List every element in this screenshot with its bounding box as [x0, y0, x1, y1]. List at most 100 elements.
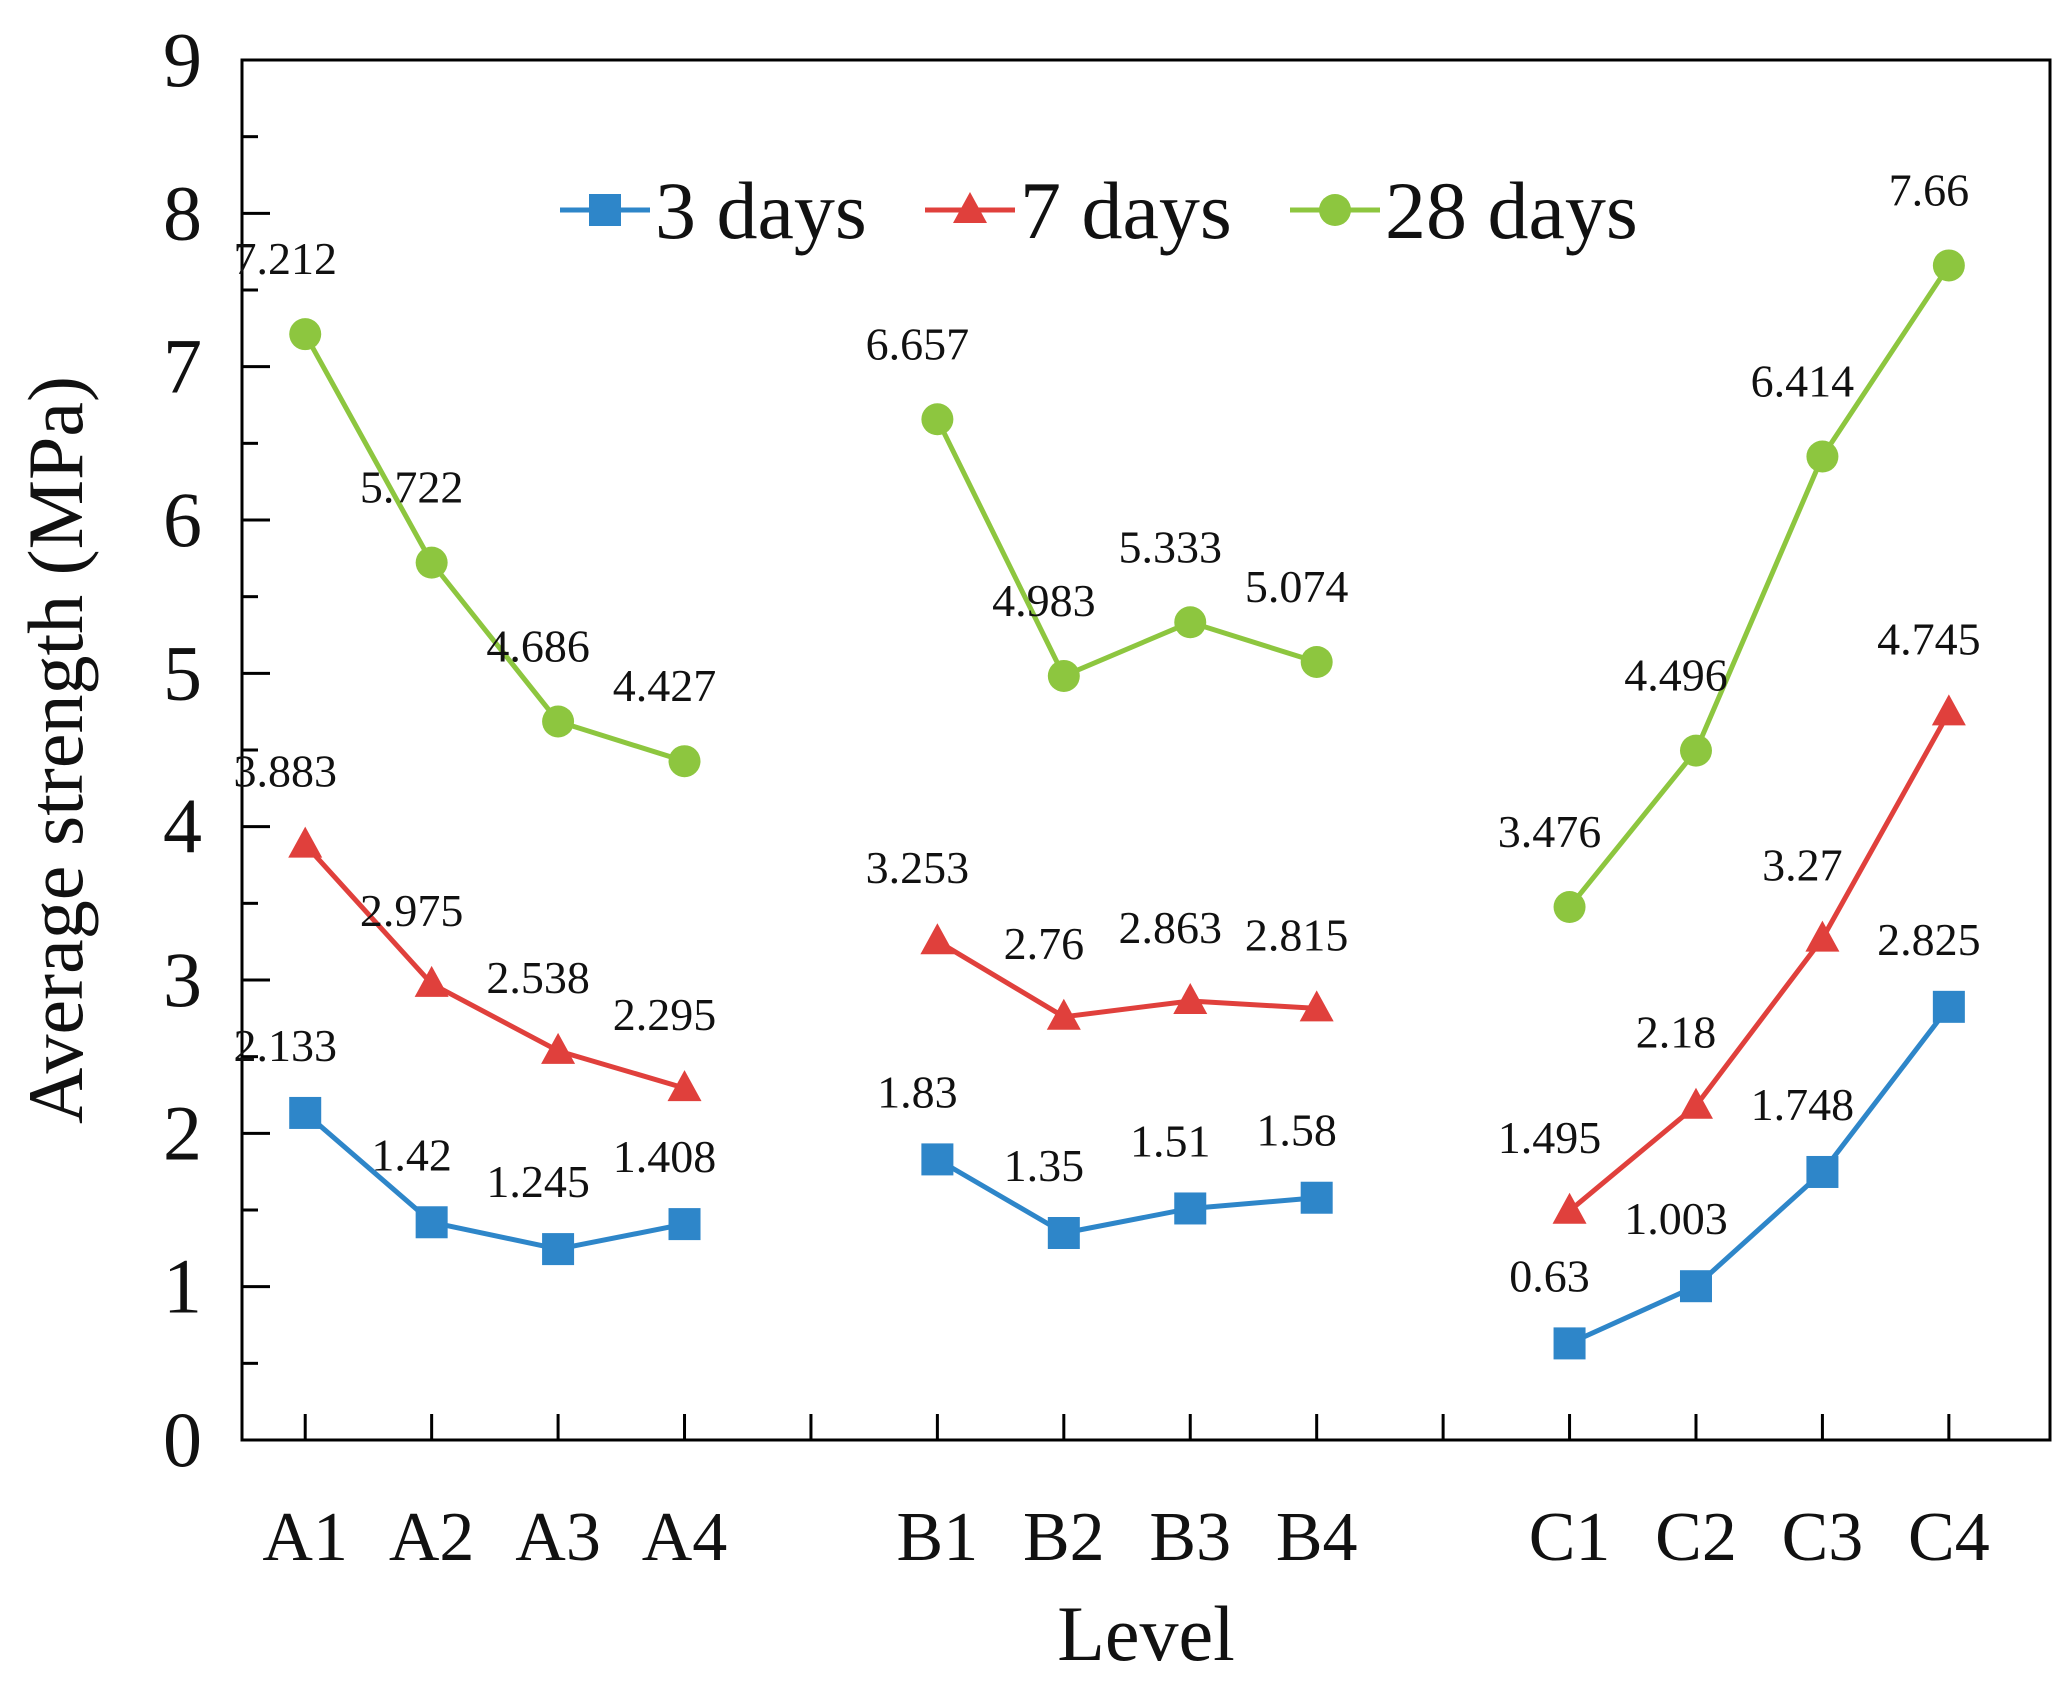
- marker-circle: [1174, 606, 1207, 639]
- data-label: 3.476: [1498, 806, 1602, 857]
- data-label: 7.212: [233, 233, 337, 284]
- legend: 3 days 7 days 28 days: [560, 165, 1638, 256]
- marker-square: [289, 1096, 322, 1129]
- marker-square: [921, 1143, 954, 1176]
- data-label: 2.975: [360, 885, 464, 936]
- data-label: 3.253: [866, 842, 970, 893]
- marker-square: [1806, 1155, 1839, 1188]
- marker-circle: [1553, 891, 1586, 924]
- series-line-28-days: [1567, 264, 1951, 909]
- marker-square: [1932, 990, 1965, 1023]
- data-label: 3.883: [233, 746, 337, 797]
- x-category-label: A3: [515, 1499, 601, 1576]
- y-tick-label: 8: [163, 169, 202, 256]
- data-label: 4.686: [486, 620, 590, 671]
- x-category-label: B4: [1276, 1499, 1358, 1576]
- marker-triangle: [1678, 1087, 1713, 1119]
- data-label: 2.295: [613, 989, 717, 1040]
- y-tick-label: 7: [163, 323, 202, 410]
- x-category-label: C4: [1908, 1499, 1990, 1576]
- legend-label: 3 days: [655, 165, 867, 256]
- data-label: 1.003: [1624, 1193, 1728, 1244]
- marker-triangle: [414, 965, 449, 997]
- data-label: 1.748: [1751, 1079, 1855, 1130]
- y-tick-label: 1: [163, 1243, 202, 1330]
- marker-circle: [289, 318, 322, 351]
- data-label: 2.863: [1119, 902, 1223, 953]
- y-tick-label: 2: [163, 1089, 202, 1176]
- marker-square: [1300, 1181, 1333, 1214]
- data-labels-layer: 2.133 1.42 1.245 1.408 1.83 1.35 1.51 1.58 0.63 1…: [233, 164, 1980, 1301]
- x-category-label: B1: [897, 1499, 979, 1576]
- y-axis-title: Average strength (MPa): [12, 376, 99, 1124]
- data-label: 1.58: [1256, 1105, 1337, 1156]
- data-label: 4.427: [613, 660, 717, 711]
- y-tick-label: 3: [163, 936, 202, 1023]
- data-label: 1.245: [486, 1156, 590, 1207]
- series-line-28-days: [935, 418, 1318, 679]
- data-label: 4.983: [992, 575, 1096, 626]
- y-tick-label: 4: [163, 783, 202, 870]
- legend-label: 7 days: [1020, 165, 1232, 256]
- marker-triangle: [667, 1070, 702, 1102]
- data-label: 2.133: [233, 1020, 337, 1071]
- x-axis: A1 A2 A3 A4 B1 B2 B3 B4 C1 C2 C3 C4: [262, 1414, 1990, 1576]
- x-category-label: A2: [389, 1499, 475, 1576]
- marker-triangle: [920, 923, 955, 955]
- marker-circle: [921, 403, 954, 436]
- series-line-7-days: [303, 842, 686, 1091]
- plot-area-frame: [240, 58, 2052, 1442]
- marker-circle: [668, 745, 701, 778]
- data-label: 2.18: [1636, 1007, 1717, 1058]
- marker-triangle: [953, 192, 987, 223]
- data-label: 1.35: [1004, 1140, 1085, 1191]
- marker-circle: [415, 546, 448, 579]
- y-tick-label: 6: [163, 476, 202, 563]
- y-tick-label: 9: [163, 16, 202, 103]
- marker-circle: [542, 705, 575, 738]
- marker-triangle: [288, 826, 323, 858]
- x-axis-title: Level: [1057, 1590, 1235, 1677]
- marker-square: [1047, 1217, 1080, 1249]
- x-category-label: A4: [642, 1499, 728, 1576]
- marker-square: [1679, 1270, 1712, 1303]
- marker-square: [1553, 1327, 1586, 1360]
- data-label: 1.83: [877, 1066, 958, 1117]
- x-category-label: C1: [1529, 1499, 1611, 1576]
- marker-square: [1174, 1192, 1207, 1225]
- marker-triangle: [541, 1032, 576, 1064]
- series-line-7-days: [1567, 711, 1952, 1213]
- marker-triangle: [1046, 998, 1081, 1030]
- y-tick-label: 0: [163, 1396, 202, 1483]
- data-label: 7.66: [1889, 164, 1970, 215]
- data-label: 1.42: [371, 1129, 452, 1180]
- data-label: 5.074: [1245, 561, 1349, 612]
- y-tick-label: 5: [163, 629, 202, 716]
- data-label: 2.76: [1004, 918, 1085, 969]
- series-line-3-days: [303, 1111, 686, 1252]
- data-label: 5.722: [360, 462, 464, 513]
- marker-triangle: [1552, 1192, 1587, 1224]
- marker-circle: [1679, 734, 1712, 767]
- data-label: 6.414: [1751, 356, 1855, 407]
- data-label: 4.496: [1624, 650, 1728, 701]
- x-category-label: A1: [262, 1499, 348, 1576]
- series-line-3-days: [936, 1157, 1317, 1236]
- data-label: 3.27: [1762, 840, 1843, 891]
- marker-circle: [1319, 194, 1351, 226]
- data-label: 5.333: [1119, 521, 1223, 572]
- marker-triangle: [1173, 983, 1208, 1015]
- data-label: 0.63: [1509, 1250, 1590, 1301]
- x-category-label: B2: [1023, 1499, 1105, 1576]
- data-label: 1.408: [613, 1131, 717, 1182]
- x-category-label: B3: [1149, 1499, 1231, 1576]
- marker-circle: [1047, 659, 1080, 692]
- data-label: 2.825: [1877, 914, 1981, 965]
- marker-circle: [1932, 249, 1965, 282]
- data-label: 1.51: [1130, 1115, 1211, 1166]
- y-axis: 0 1 2 3 4 5 6 7 8 9: [163, 16, 270, 1483]
- x-category-label: C2: [1655, 1499, 1737, 1576]
- marker-circle: [1300, 645, 1333, 678]
- marker-triangle: [1805, 920, 1840, 952]
